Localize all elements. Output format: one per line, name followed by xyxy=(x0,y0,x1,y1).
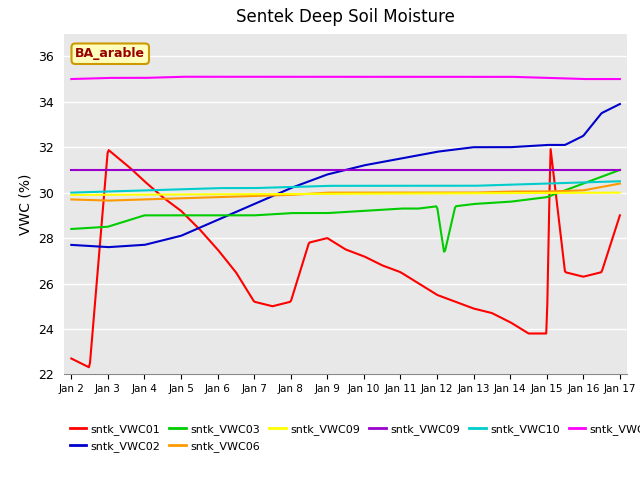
Text: BA_arable: BA_arable xyxy=(76,47,145,60)
Legend: sntk_VWC01, sntk_VWC02, sntk_VWC03, sntk_VWC06, sntk_VWC09, sntk_VWC09, sntk_VWC: sntk_VWC01, sntk_VWC02, sntk_VWC03, sntk… xyxy=(70,424,640,452)
Title: Sentek Deep Soil Moisture: Sentek Deep Soil Moisture xyxy=(236,9,455,26)
Y-axis label: VWC (%): VWC (%) xyxy=(19,173,33,235)
